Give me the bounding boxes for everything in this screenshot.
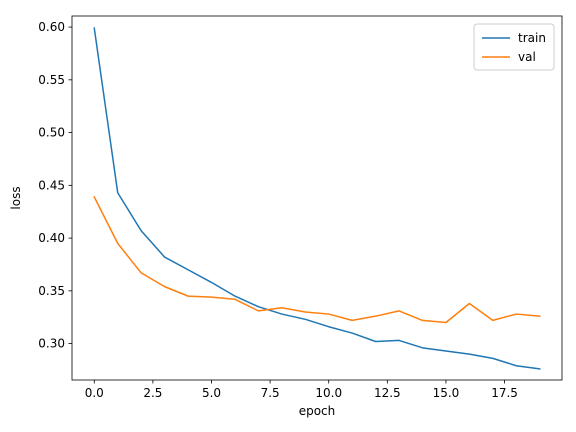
x-tick-label: 10.0: [315, 386, 342, 400]
x-tick-label: 0.0: [85, 386, 104, 400]
series-lines: [93, 27, 541, 370]
x-axis-label: epoch: [299, 404, 336, 418]
y-tick-label: 0.30: [38, 337, 65, 351]
legend-box: [473, 23, 555, 71]
x-tick-label: 5.0: [202, 386, 221, 400]
y-tick-label: 0.40: [38, 231, 65, 245]
y-tick-label: 0.60: [38, 20, 65, 34]
legend-label-train: train: [518, 31, 546, 45]
y-tick-label: 0.35: [38, 284, 65, 298]
plot-area: [71, 15, 563, 381]
series-line-train: [93, 27, 541, 370]
x-tick-label: 2.5: [143, 386, 162, 400]
y-tick-label: 0.55: [38, 73, 65, 87]
legend: train val: [473, 23, 555, 71]
legend-label-val: val: [518, 50, 536, 64]
series-line-val: [93, 195, 541, 324]
y-axis: 0.30 0.35 0.40 0.45 0.50 0.55 0.60: [38, 20, 72, 351]
y-tick-label: 0.50: [38, 126, 65, 140]
x-tick-label: 17.5: [491, 386, 518, 400]
x-tick-label: 7.5: [261, 386, 280, 400]
x-tick-label: 12.5: [374, 386, 401, 400]
y-axis-label: loss: [9, 186, 23, 209]
x-tick-label: 15.0: [433, 386, 460, 400]
x-axis: 0.0 2.5 5.0 7.5 10.0 12.5 15.0 17.5: [85, 380, 518, 400]
y-tick-label: 0.45: [38, 178, 65, 192]
